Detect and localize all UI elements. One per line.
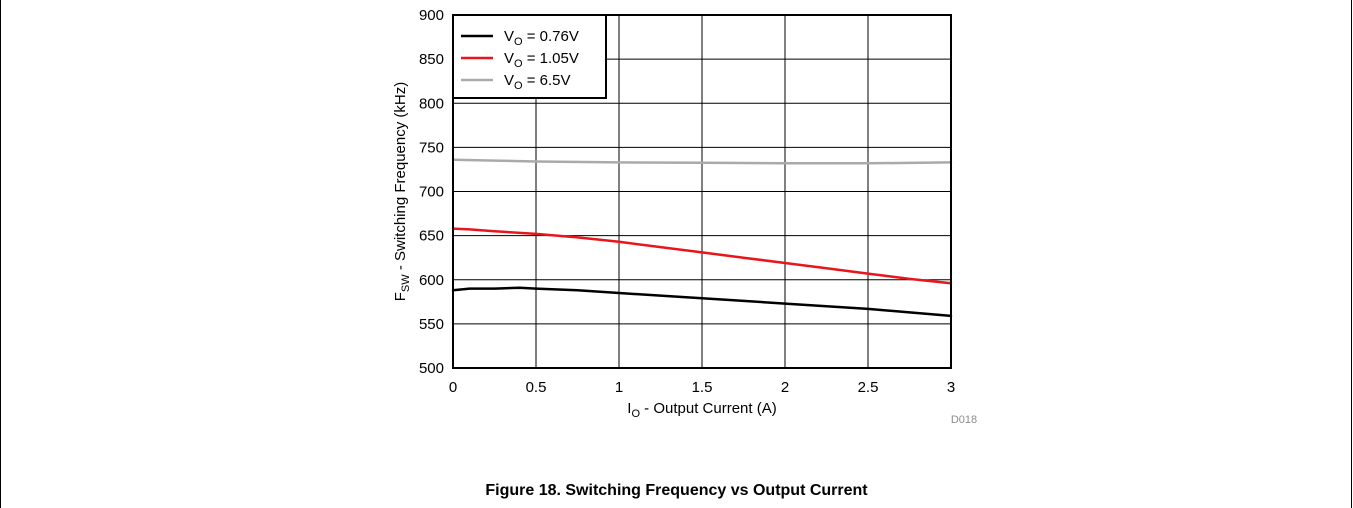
frame-left-border	[0, 0, 1, 508]
x-tick-label: 2.5	[858, 379, 879, 396]
series-line-2	[451, 227, 953, 285]
legend-label-sub: O	[514, 58, 523, 70]
x-tick-label: 0.5	[526, 379, 547, 396]
x-axis-title: IO - Output Current (A)	[627, 400, 776, 420]
x-tick-label: 3	[947, 379, 955, 396]
series-line-3	[451, 158, 953, 165]
figure-id-label: D018	[951, 414, 977, 426]
legend-label-main: V	[504, 28, 514, 45]
legend-label-sub: O	[514, 36, 523, 48]
y-axis-title-sub: SW	[400, 274, 412, 292]
y-tick-label: 500	[419, 360, 444, 377]
legend-label-3: VO = 6.5V	[504, 72, 571, 92]
x-tick-labels: 0 0.5 1 1.5 2 2.5 3	[449, 379, 955, 396]
legend-label-rest: = 1.05V	[523, 50, 579, 67]
legend-label-main: V	[504, 72, 514, 89]
y-axis-title: FSW - Switching Frequency (kHz)	[392, 82, 412, 301]
legend-label-rest: = 6.5V	[523, 72, 571, 89]
y-tick-label: 800	[419, 95, 444, 112]
x-axis-title-sub: O	[631, 408, 640, 420]
legend-label-2: VO = 1.05V	[504, 50, 579, 70]
y-axis-title-rest: - Switching Frequency (kHz)	[392, 82, 409, 275]
frame-right-border	[1351, 0, 1352, 508]
y-tick-label: 700	[419, 184, 444, 201]
y-tick-label: 600	[419, 272, 444, 289]
x-tick-label: 1.5	[692, 379, 713, 396]
y-tick-labels: 500 550 600 650 700 750 800 850 900	[419, 7, 444, 377]
legend-label-rest: = 0.76V	[523, 28, 579, 45]
legend-label-sub: O	[514, 80, 523, 92]
x-axis-title-main: I	[627, 400, 631, 417]
chart: 0 0.5 1 1.5 2 2.5 3 500 550 600 650 700 750 800 850 90…	[392, 7, 977, 426]
y-tick-label: 850	[419, 51, 444, 68]
y-tick-label: 550	[419, 316, 444, 333]
figure-caption: Figure 18. Switching Frequency vs Output…	[485, 482, 868, 499]
series-line-1	[451, 286, 953, 318]
legend-label-1: VO = 0.76V	[504, 28, 579, 48]
x-tick-label: 1	[615, 379, 623, 396]
y-axis-title-main: F	[392, 292, 409, 301]
plot-area-border	[452, 14, 952, 369]
x-tick-label: 0	[449, 379, 457, 396]
x-tick-label: 2	[781, 379, 789, 396]
y-tick-label: 900	[419, 7, 444, 24]
legend-label-main: V	[504, 50, 514, 67]
y-tick-label: 650	[419, 228, 444, 245]
series-layer	[451, 158, 953, 318]
legend-box	[452, 14, 607, 99]
x-axis-title-rest: - Output Current (A)	[640, 400, 777, 417]
y-tick-label: 750	[419, 139, 444, 156]
